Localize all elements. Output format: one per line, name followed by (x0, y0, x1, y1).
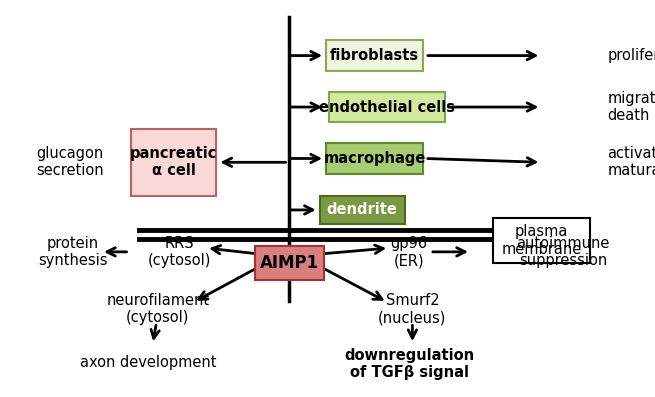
Text: downregulation
of TGFβ signal: downregulation of TGFβ signal (344, 348, 474, 380)
Text: fibroblasts: fibroblasts (330, 48, 419, 63)
Text: dendrite: dendrite (327, 202, 398, 218)
FancyBboxPatch shape (131, 129, 216, 196)
Text: neurofilament
(cytosol): neurofilament (cytosol) (106, 293, 210, 325)
Text: autoimmune
suppression: autoimmune suppression (517, 236, 610, 268)
FancyBboxPatch shape (320, 196, 405, 224)
FancyBboxPatch shape (255, 246, 324, 280)
Text: glucagon
secretion: glucagon secretion (36, 146, 103, 179)
Text: pancreatic
α cell: pancreatic α cell (130, 146, 217, 179)
Text: plasma
membrane: plasma membrane (501, 224, 582, 256)
FancyBboxPatch shape (493, 218, 590, 263)
Text: protein
synthesis: protein synthesis (38, 236, 107, 268)
FancyBboxPatch shape (329, 92, 445, 122)
FancyBboxPatch shape (326, 143, 423, 174)
Text: activation
maturation: activation maturation (607, 146, 655, 179)
Text: migration
death: migration death (607, 91, 655, 123)
Text: gp96
(ER): gp96 (ER) (391, 236, 428, 268)
FancyBboxPatch shape (326, 40, 423, 71)
Text: axon development: axon development (80, 355, 217, 370)
Text: AIMP1: AIMP1 (260, 254, 320, 272)
Text: proliferation: proliferation (607, 48, 655, 63)
Text: endothelial cells: endothelial cells (319, 100, 455, 114)
Text: macrophage: macrophage (324, 151, 426, 166)
Text: Smurf2
(nucleus): Smurf2 (nucleus) (378, 293, 447, 325)
Text: RRS
(cytosol): RRS (cytosol) (148, 236, 212, 268)
